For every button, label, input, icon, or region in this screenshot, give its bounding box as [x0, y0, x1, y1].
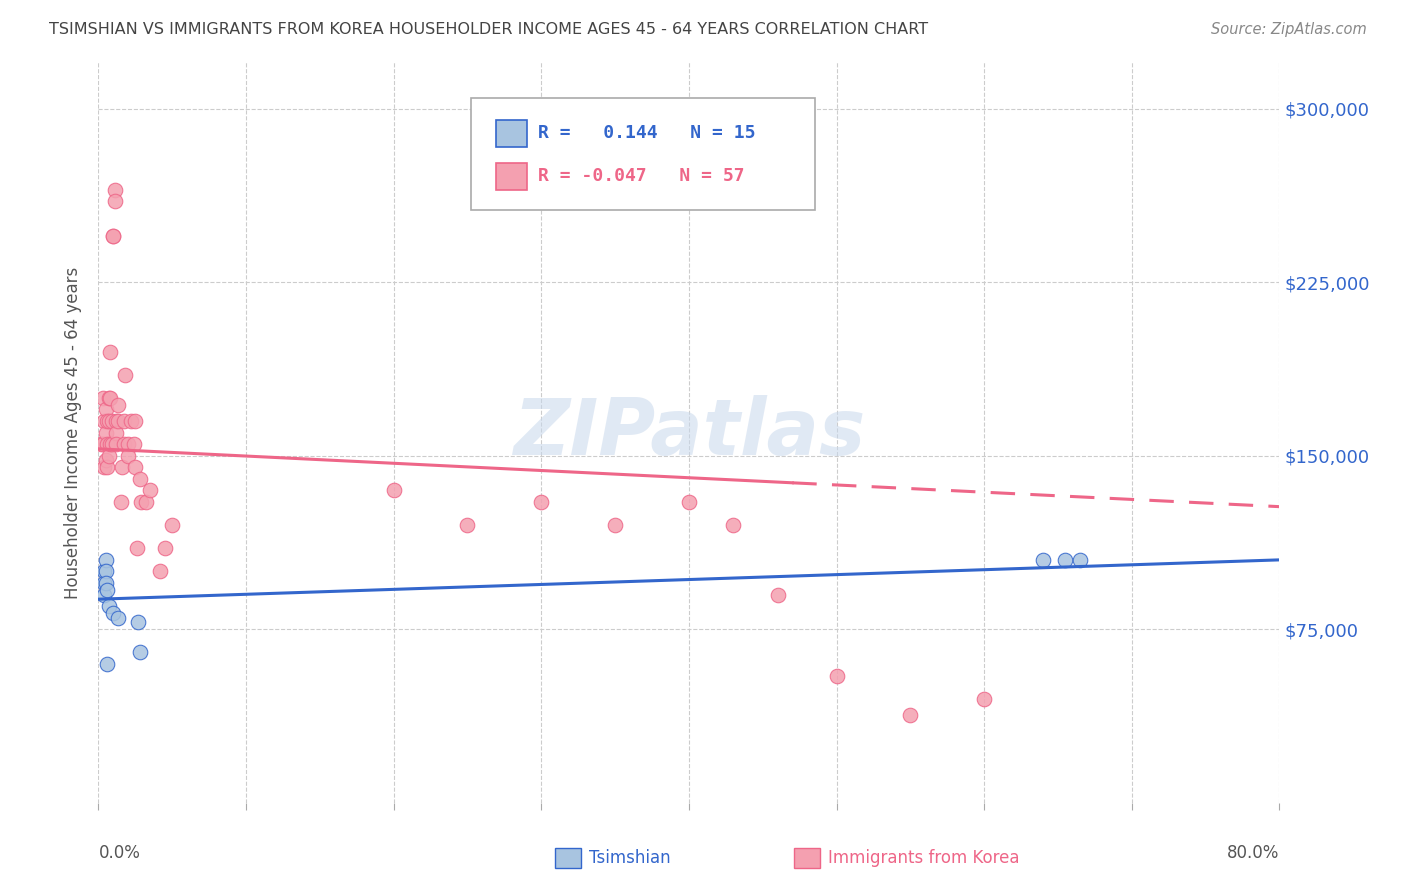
Point [900, 707, 922, 722]
Text: Immigrants from Korea: Immigrants from Korea [828, 849, 1019, 867]
Point [90, 437, 112, 451]
Point [94, 453, 117, 467]
Point [96, 437, 118, 451]
Text: 0.0%: 0.0% [98, 844, 141, 862]
Point [117, 449, 139, 463]
Point [97, 599, 120, 614]
Point [112, 414, 135, 428]
Text: TSIMSHIAN VS IMMIGRANTS FROM KOREA HOUSEHOLDER INCOME AGES 45 - 64 YEARS CORRELA: TSIMSHIAN VS IMMIGRANTS FROM KOREA HOUSE… [49, 22, 928, 37]
Point [120, 414, 142, 428]
Text: R =   0.144   N = 15: R = 0.144 N = 15 [538, 124, 756, 143]
Point [117, 437, 139, 451]
Point [94, 576, 117, 591]
Text: Tsimshian: Tsimshian [589, 849, 671, 867]
Point [93, 588, 115, 602]
Point [96, 657, 118, 671]
Point [98, 344, 121, 359]
Point [91, 437, 114, 451]
Point [94, 565, 117, 579]
Point [135, 495, 157, 509]
Point [96, 460, 118, 475]
Point [457, 518, 479, 533]
Point [973, 691, 995, 706]
Point [93, 565, 115, 579]
Point [103, 229, 125, 244]
Point [825, 668, 848, 682]
Point [111, 460, 134, 475]
Point [149, 565, 172, 579]
Point [125, 541, 148, 556]
Point [93, 414, 115, 428]
Text: ZIPatlas: ZIPatlas [513, 394, 865, 471]
Point [107, 414, 129, 428]
Point [162, 518, 183, 533]
Point [96, 582, 118, 597]
Point [100, 414, 122, 428]
Point [114, 368, 136, 382]
Point [103, 606, 125, 620]
Point [105, 425, 128, 440]
Y-axis label: Householder Income Ages 45 - 64 years: Householder Income Ages 45 - 64 years [65, 267, 83, 599]
Point [382, 483, 405, 498]
Point [91, 391, 114, 405]
Point [100, 437, 122, 451]
Point [98, 391, 121, 405]
Point [128, 472, 150, 486]
Text: 80.0%: 80.0% [1227, 844, 1279, 862]
Point [153, 541, 176, 556]
Point [94, 425, 117, 440]
Point [766, 588, 789, 602]
Point [93, 460, 115, 475]
Point [97, 414, 120, 428]
Point [103, 229, 125, 244]
Point [93, 576, 115, 591]
Point [107, 398, 129, 412]
Point [139, 483, 162, 498]
Point [1069, 553, 1091, 567]
Point [94, 553, 117, 567]
Point [1054, 553, 1077, 567]
Point [97, 391, 120, 405]
Point [94, 402, 117, 417]
Point [122, 437, 145, 451]
Point [112, 437, 135, 451]
Point [127, 615, 149, 630]
Point [128, 645, 150, 659]
Point [1032, 553, 1054, 567]
Point [104, 183, 127, 197]
Point [97, 449, 120, 463]
Point [98, 437, 121, 451]
Point [124, 414, 146, 428]
Point [104, 194, 127, 209]
Point [107, 610, 129, 624]
Point [96, 414, 118, 428]
Point [105, 437, 128, 451]
Point [723, 518, 745, 533]
Text: R = -0.047   N = 57: R = -0.047 N = 57 [538, 168, 745, 186]
Point [124, 460, 146, 475]
Point [129, 495, 152, 509]
Point [530, 495, 553, 509]
Point [105, 414, 128, 428]
Text: Source: ZipAtlas.com: Source: ZipAtlas.com [1211, 22, 1367, 37]
Point [678, 495, 700, 509]
Point [110, 495, 132, 509]
Point [605, 518, 627, 533]
